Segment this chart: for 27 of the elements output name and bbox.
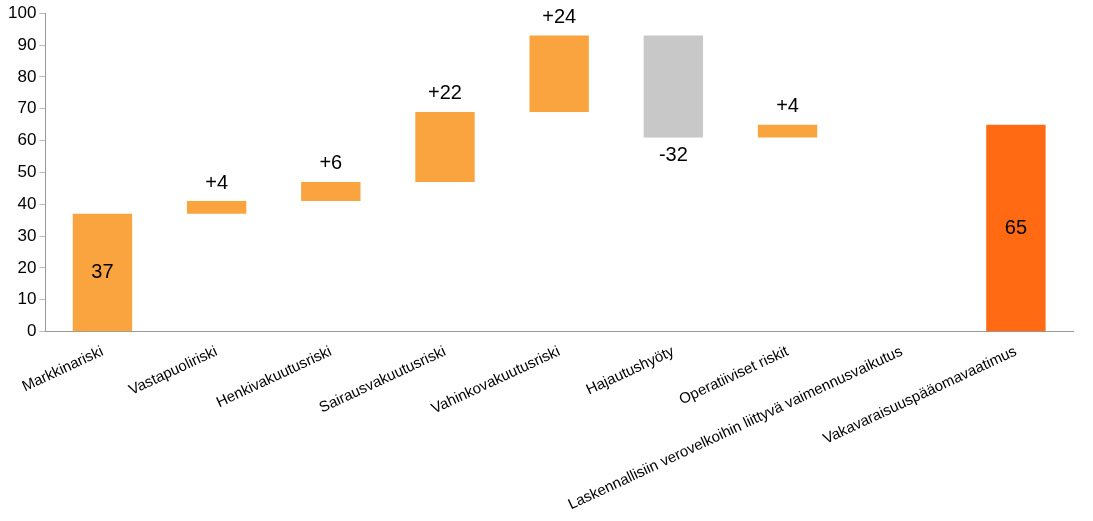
y-tick-label: 20 xyxy=(17,257,37,277)
y-tick-label: 40 xyxy=(17,193,37,213)
bar xyxy=(415,111,475,182)
bar xyxy=(301,181,361,202)
y-tick-label: 60 xyxy=(17,130,37,150)
y-tick-label: 100 xyxy=(7,2,37,22)
y-tick-label: 70 xyxy=(17,98,37,118)
bar xyxy=(529,35,589,112)
data-label: 65 xyxy=(1004,215,1028,238)
y-tick-label: 10 xyxy=(17,289,37,309)
y-tick-label: 30 xyxy=(17,225,37,245)
y-tick-label: 80 xyxy=(17,66,37,86)
bar xyxy=(186,201,247,214)
bar xyxy=(72,213,133,332)
data-label: +4 xyxy=(205,170,229,193)
bar xyxy=(757,124,818,138)
bar xyxy=(643,35,704,138)
data-label: +22 xyxy=(428,81,462,104)
data-label: 37 xyxy=(91,260,114,283)
bar xyxy=(986,124,1046,332)
data-label: +24 xyxy=(542,5,577,28)
y-tick-label: 50 xyxy=(17,162,37,182)
data-label: +4 xyxy=(776,94,799,117)
data-label: -32 xyxy=(658,142,688,165)
y-tick-label: 90 xyxy=(17,34,37,54)
y-tick-label: 0 xyxy=(26,321,37,341)
data-label: +6 xyxy=(319,151,343,174)
